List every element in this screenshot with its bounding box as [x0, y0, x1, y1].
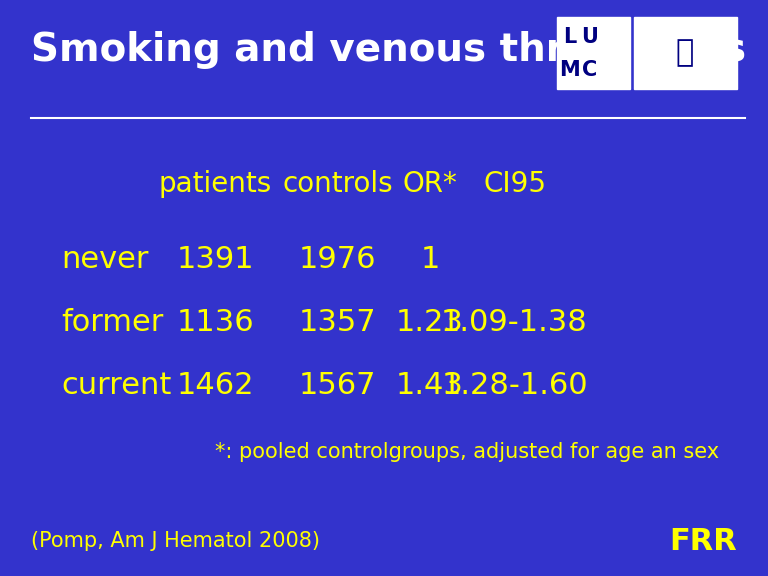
- Text: M: M: [559, 60, 581, 80]
- Text: 1: 1: [420, 245, 440, 274]
- Text: controls: controls: [283, 170, 393, 198]
- Text: (Pomp, Am J Hematol 2008): (Pomp, Am J Hematol 2008): [31, 532, 319, 551]
- FancyBboxPatch shape: [634, 17, 737, 89]
- Text: 1.43: 1.43: [396, 372, 464, 400]
- Text: C: C: [582, 60, 598, 80]
- Text: Smoking and venous thrombosis: Smoking and venous thrombosis: [31, 31, 746, 69]
- Text: OR*: OR*: [402, 170, 458, 198]
- Text: 1.09-1.38: 1.09-1.38: [441, 308, 588, 337]
- Text: 1.23: 1.23: [396, 308, 464, 337]
- Text: FRR: FRR: [670, 527, 737, 556]
- Text: patients: patients: [158, 170, 272, 198]
- FancyBboxPatch shape: [557, 17, 630, 89]
- Text: CI95: CI95: [483, 170, 546, 198]
- Text: *: pooled controlgroups, adjusted for age an sex: *: pooled controlgroups, adjusted for ag…: [215, 442, 719, 462]
- Text: former: former: [61, 308, 164, 337]
- Text: L: L: [563, 28, 577, 47]
- Text: 1136: 1136: [176, 308, 254, 337]
- Text: 1976: 1976: [300, 245, 376, 274]
- Text: 1391: 1391: [176, 245, 254, 274]
- Text: 🏛: 🏛: [676, 39, 694, 67]
- Text: 1462: 1462: [177, 372, 253, 400]
- Text: 1357: 1357: [299, 308, 377, 337]
- Text: never: never: [61, 245, 149, 274]
- Text: U: U: [581, 28, 598, 47]
- Text: 1567: 1567: [300, 372, 376, 400]
- Text: current: current: [61, 372, 172, 400]
- Text: 1.28-1.60: 1.28-1.60: [442, 372, 588, 400]
